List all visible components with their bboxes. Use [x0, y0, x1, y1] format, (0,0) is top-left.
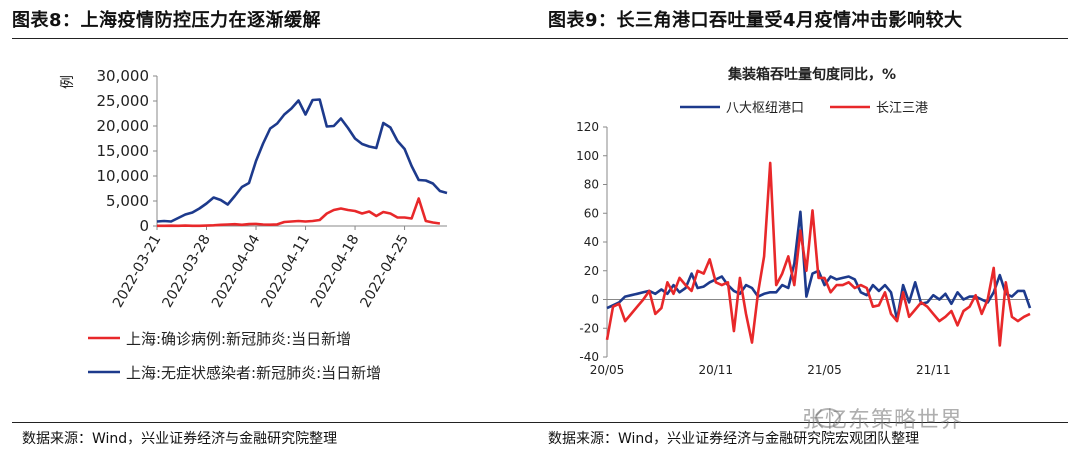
left-y-tick-label: 10,000: [97, 167, 150, 185]
left-y-tick-label: 5,000: [106, 192, 149, 210]
right-legend-label: 长江三港: [876, 101, 928, 116]
left-y-tick-label: 0: [139, 217, 149, 235]
right-x-tick-label: 20/11: [698, 363, 733, 377]
right-y-tick-label: 100: [576, 149, 599, 163]
left-x-tick-label: 2022-04-18: [308, 232, 363, 310]
right-y-tick-label: -40: [579, 350, 599, 364]
wechat-icon: [815, 408, 841, 428]
left-x-tick-label: 2022-04-11: [258, 232, 313, 310]
right-y-tick-label: 20: [584, 264, 599, 278]
left-source-note: 数据来源：Wind，兴业证券经济与金融研究院整理: [22, 431, 338, 447]
right-x-tick-label: 21/05: [807, 363, 842, 377]
right-source-note: 数据来源：Wind，兴业证券经济与金融研究院宏观团队整理: [548, 431, 920, 447]
left-x-tick-label: 2022-03-21: [110, 232, 165, 310]
right-y-tick-label: 80: [584, 178, 599, 192]
right-y-tick-label: 120: [576, 120, 599, 134]
left-x-tick-label: 2022-04-25: [357, 232, 412, 310]
right-legend-label: 八大枢纽港口: [726, 101, 804, 116]
left-x-tick-label: 2022-04-04: [209, 232, 264, 311]
left-x-tick-label: 2022-03-28: [159, 232, 214, 310]
left-legend-label: 上海:确诊病例:新冠肺炎:当日新增: [126, 330, 351, 348]
left-y-tick-label: 30,000: [97, 67, 150, 85]
left-figure-title: 图表8：上海疫情防控压力在逐渐缓解: [12, 10, 322, 31]
right-y-tick-label: 40: [584, 235, 599, 249]
right-yangtze-three-ports-series-line: [605, 161, 1031, 347]
bottom-divider: [12, 422, 1068, 423]
left-y-tick-label: 20,000: [97, 117, 150, 135]
top-divider: [12, 38, 1068, 39]
right-chart-title: 集装箱吞吐量旬度同比，%: [727, 66, 896, 83]
right-figure-title: 图表9：长三角港口吞吐量受4月疫情冲击影响较大: [548, 10, 963, 31]
left-asymptomatic-series-line: [156, 98, 448, 223]
left-confirmed-series-line: [157, 197, 441, 228]
right-y-tick-label: 0: [591, 293, 599, 307]
right-x-tick-label: 21/11: [916, 363, 951, 377]
right-x-tick-label: 20/05: [590, 363, 625, 377]
left-y-tick-label: 15,000: [97, 142, 150, 160]
right-y-tick-label: 60: [584, 206, 599, 220]
right-y-tick-label: -20: [579, 321, 599, 335]
left-y-axis-label: 例: [60, 75, 76, 89]
left-legend-label: 上海:无症状感染者:新冠肺炎:当日新增: [126, 364, 381, 382]
watermark-text: 张忆东策略世界: [802, 408, 964, 433]
left-y-tick-label: 25,000: [97, 92, 150, 110]
